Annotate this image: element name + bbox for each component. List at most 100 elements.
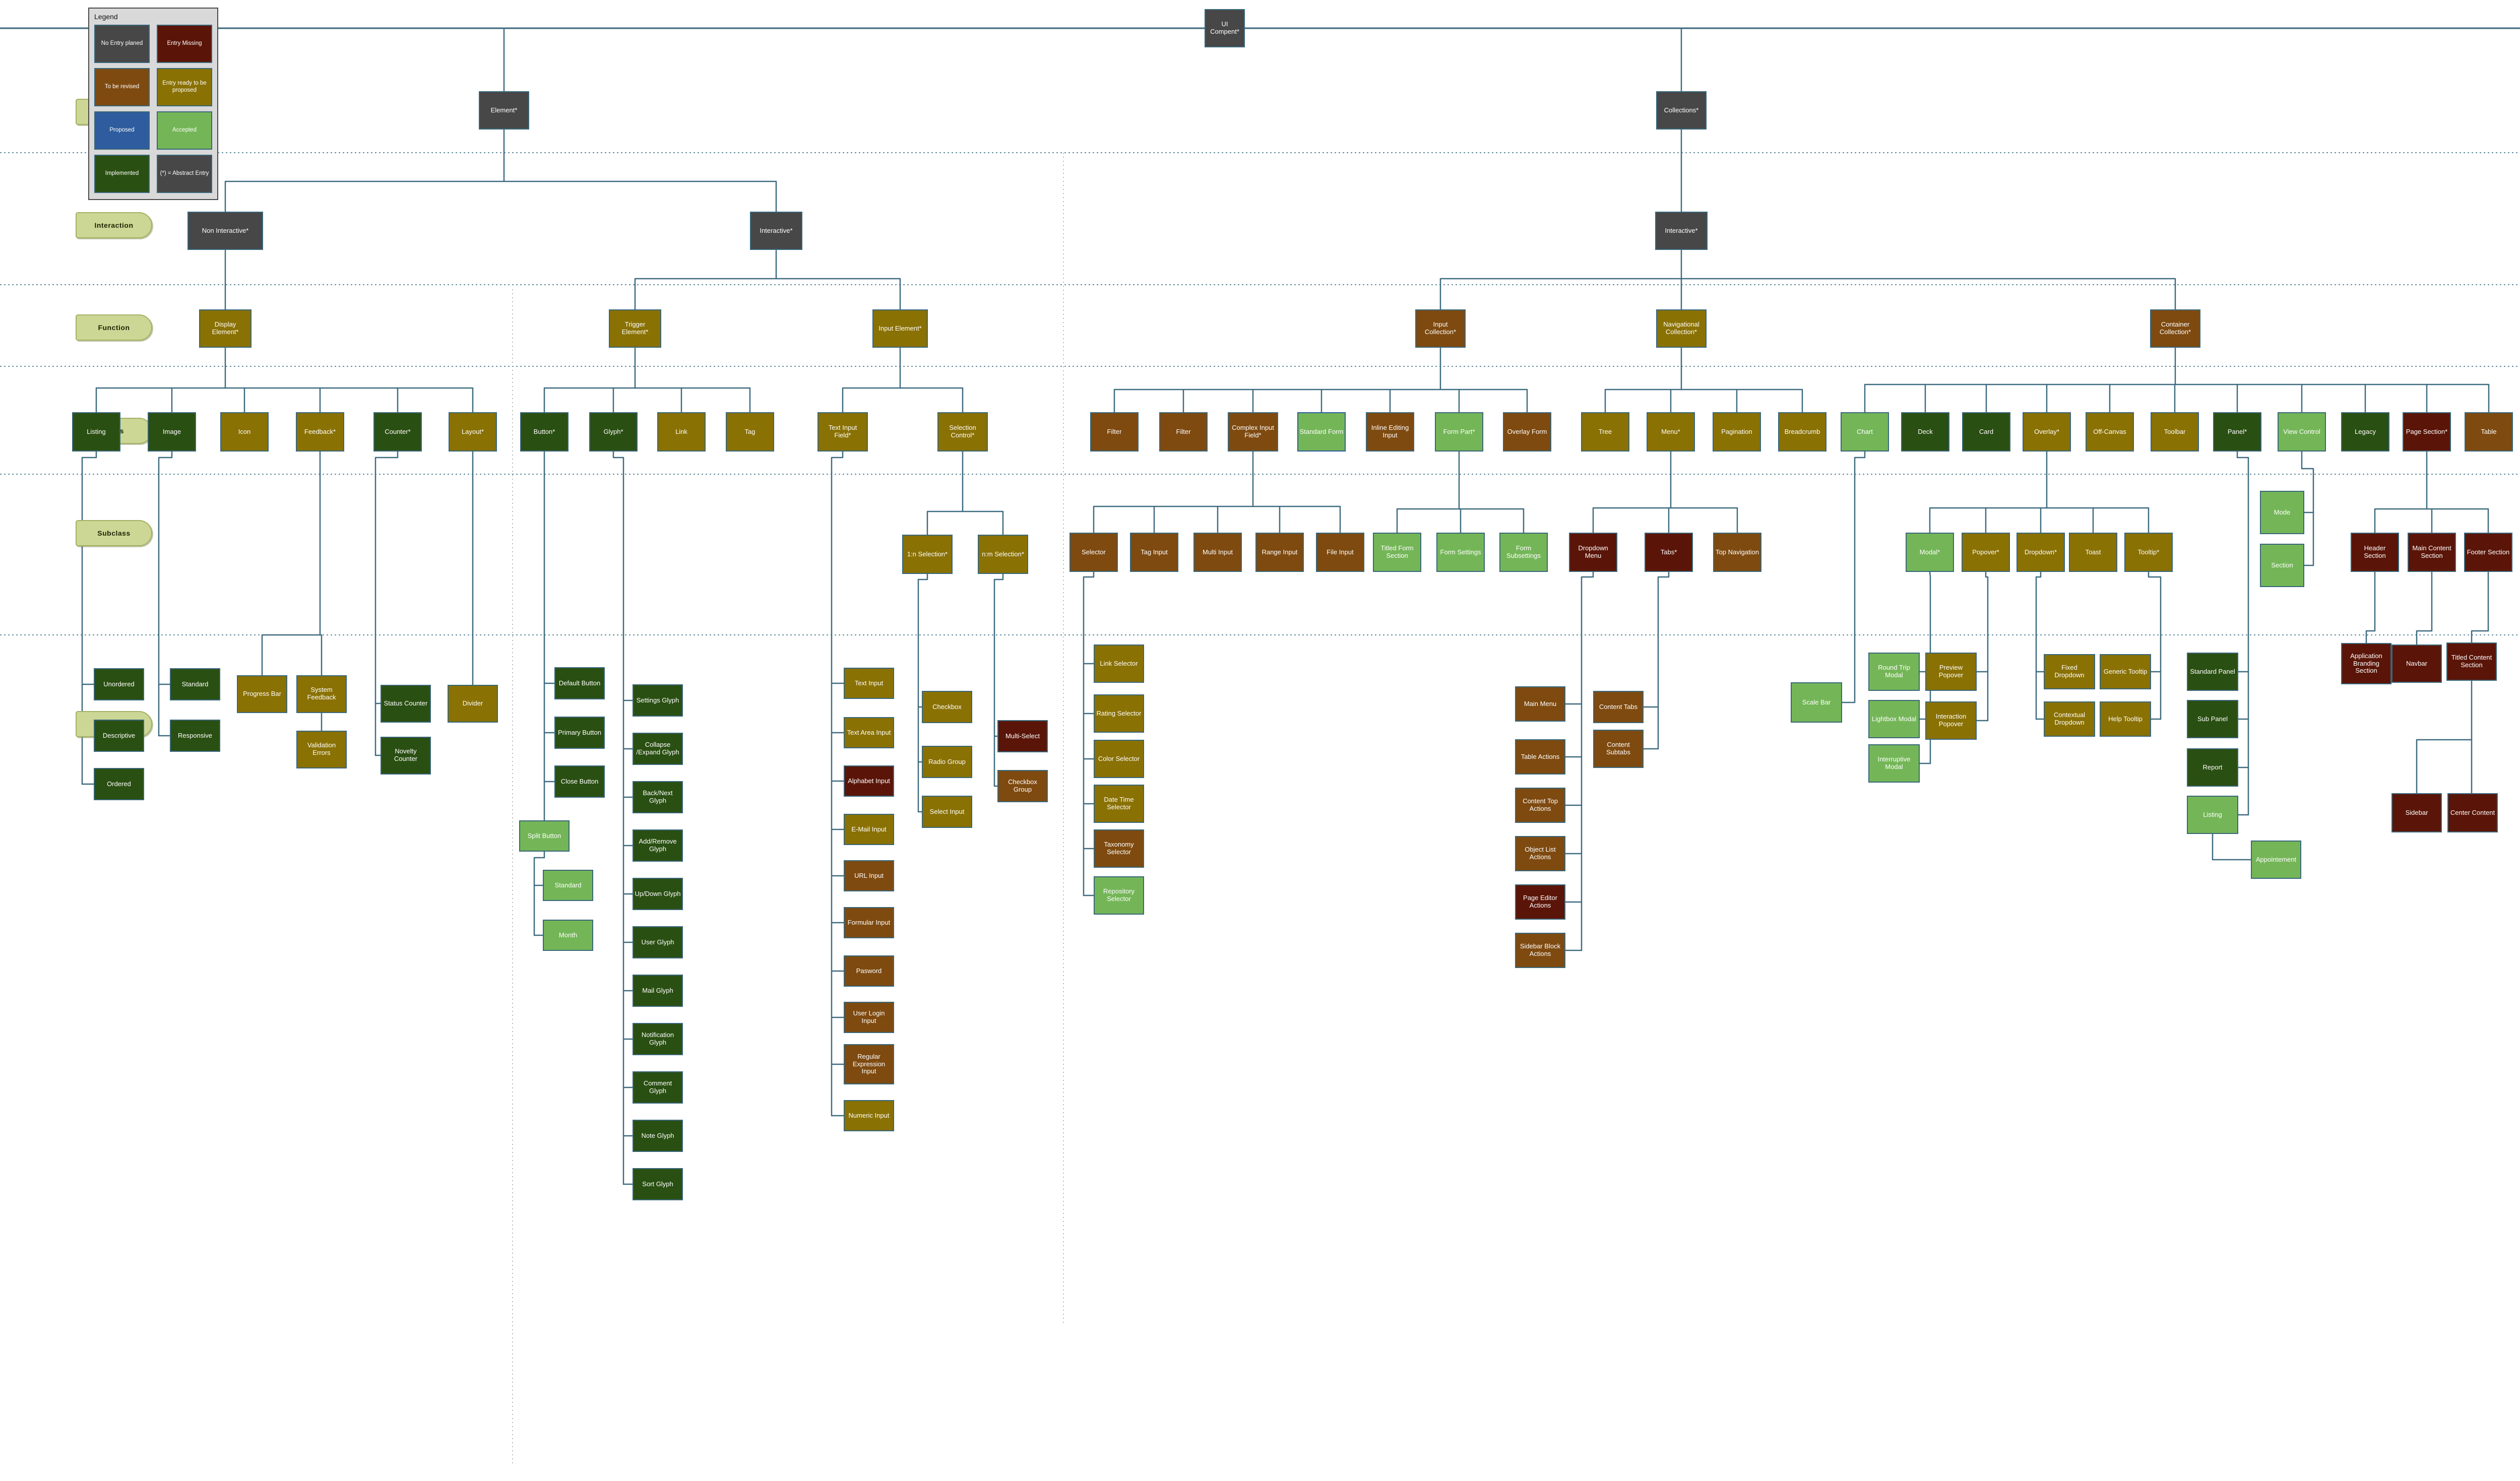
node-glyph: Glyph*	[589, 412, 638, 452]
node-content-subtabs: Content Subtabs	[1593, 730, 1644, 768]
node-multi-select: Multi-Select	[997, 720, 1048, 752]
connector	[2236, 450, 2249, 816]
node-form-subsettings: Form Subsettings	[1499, 533, 1548, 572]
connector	[95, 387, 474, 413]
node-interactive-collection: Interactive*	[1655, 212, 1708, 250]
lane-label-function: Function	[76, 314, 152, 341]
legend-item-3: To be revised	[94, 68, 150, 106]
legend-item-6: Accepted	[157, 111, 212, 150]
node-panel: Panel*	[2213, 412, 2261, 452]
node-user-login-input: User Login Input	[844, 1002, 894, 1033]
node-comment-glyph: Comment Glyph	[633, 1071, 683, 1104]
connector	[533, 851, 545, 936]
node-unordered: Unordered	[94, 668, 144, 700]
node-interruptive-modal: Interruptive Modal	[1868, 744, 1920, 783]
node-card: Card	[1962, 412, 2010, 452]
node-display-element: Display Element*	[199, 309, 251, 348]
lane-label-subclass: Subclass	[76, 520, 152, 546]
node-popover: Popover*	[1962, 533, 2010, 572]
connector	[831, 450, 844, 1117]
connector	[1864, 383, 2490, 413]
node-inline-editing-input: Inline Editing Input	[1366, 412, 1414, 452]
node-fixed-dropdown: Fixed Dropdown	[2044, 654, 2095, 689]
node-legacy: Legacy	[2341, 412, 2389, 452]
node-standard-form: Standard Form	[1297, 412, 1346, 452]
node-url-input: URL Input	[844, 860, 894, 891]
connector	[993, 573, 1004, 787]
node-range-input: Range Input	[1255, 533, 1304, 572]
node-pagination: Pagination	[1713, 412, 1761, 452]
connector	[158, 450, 173, 737]
legend-item-5: Proposed	[94, 111, 150, 150]
node-tooltip: Tooltip*	[2124, 533, 2173, 572]
node-numeric-input: Numeric Input	[844, 1100, 894, 1131]
node-content-tabs: Content Tabs	[1593, 691, 1644, 723]
node-help-tooltip: Help Tooltip	[2100, 701, 2151, 737]
node-main-menu: Main Menu	[1515, 686, 1565, 722]
node-taxonomy-selector: Taxonomy Selector	[1094, 829, 1144, 868]
connector	[81, 450, 97, 785]
node-table: Table	[2465, 412, 2513, 452]
node-collections: Collections*	[1656, 91, 1707, 130]
node-navigational-collection: Navigational Collection*	[1656, 309, 1707, 348]
node-filter-2: Filter	[1159, 412, 1208, 452]
node-main-content-section: Main Content Section	[2408, 533, 2456, 572]
connector	[1581, 571, 1594, 951]
node-sub-panel: Sub Panel	[2187, 700, 2238, 738]
node-default-button: Default Button	[554, 667, 605, 699]
node-overlay-form: Overlay Form	[1503, 412, 1551, 452]
node-top-navigation: Top Navigation	[1713, 533, 1761, 572]
node-view-control: View Control	[2278, 412, 2326, 452]
node-back-next-glyph: Back/Next Glyph	[633, 781, 683, 813]
node-novelty-counter: Novelty Counter	[381, 736, 431, 775]
node-input-element: Input Element*	[872, 309, 928, 348]
node-select-input: Select Input	[922, 796, 972, 828]
node-sort-glyph: Sort Glyph	[633, 1168, 683, 1200]
node-dropdown-menu: Dropdown Menu	[1569, 533, 1617, 572]
node-settings-glyph: Settings Glyph	[633, 684, 683, 717]
legend-grid: No Entry planed Entry Missing To be revise…	[94, 25, 212, 193]
node-titled-content-section: Titled Content Section	[2446, 642, 2497, 681]
node-content-top-actions: Content Top Actions	[1515, 788, 1565, 823]
node-off-canvas: Off-Canvas	[2086, 412, 2134, 452]
node-page-section: Page Section*	[2403, 412, 2451, 452]
node-modal: Modal*	[1906, 533, 1954, 572]
connector	[634, 278, 901, 310]
node-progress-bar: Progress Bar	[237, 675, 287, 713]
connector	[612, 450, 624, 1185]
connector	[1841, 450, 1866, 703]
connector	[261, 634, 323, 676]
node-link: Link	[657, 412, 706, 452]
legend-item-1: No Entry planed	[94, 25, 150, 63]
node-notification-glyph: Notification Glyph	[633, 1023, 683, 1055]
node-deck: Deck	[1901, 412, 1949, 452]
node-mode: Mode	[2260, 491, 2304, 534]
legend-title: Legend	[94, 13, 118, 21]
node-color-selector: Color Selector	[1094, 740, 1144, 778]
lane-label-interaction: Interaction	[76, 212, 152, 238]
node-tag-input: Tag Input	[1130, 533, 1178, 572]
connector	[1113, 389, 1528, 413]
node-alphabet-input: Alphabet Input	[844, 765, 894, 797]
node-toolbar: Toolbar	[2151, 412, 2199, 452]
node-selection-control: Selection Control*	[937, 412, 988, 452]
node-feedback: Feedback*	[296, 412, 344, 452]
node-form-part: Form Part*	[1435, 412, 1483, 452]
node-chart: Chart	[1841, 412, 1889, 452]
node-pasword: Pasword	[844, 955, 894, 987]
connector	[2416, 739, 2473, 794]
node-text-area-input: Text Area Input	[844, 717, 894, 748]
node-page-editor-actions: Page Editor Actions	[1515, 884, 1565, 920]
node-descriptive: Descriptive	[94, 720, 144, 752]
connector	[543, 387, 751, 413]
node-lightbox-modal: Lightbox Modal	[1868, 700, 1920, 738]
connector	[224, 180, 777, 213]
connector	[917, 573, 928, 813]
node-counter: Counter*	[373, 412, 422, 452]
node-repository-selector: Repository Selector	[1094, 876, 1144, 915]
connector	[1439, 278, 2176, 310]
node-round-trip-modal: Round Trip Modal	[1868, 653, 1920, 691]
node-panel-listing: Listing	[2187, 796, 2238, 834]
node-non-interactive: Non Interactive*	[187, 212, 263, 250]
